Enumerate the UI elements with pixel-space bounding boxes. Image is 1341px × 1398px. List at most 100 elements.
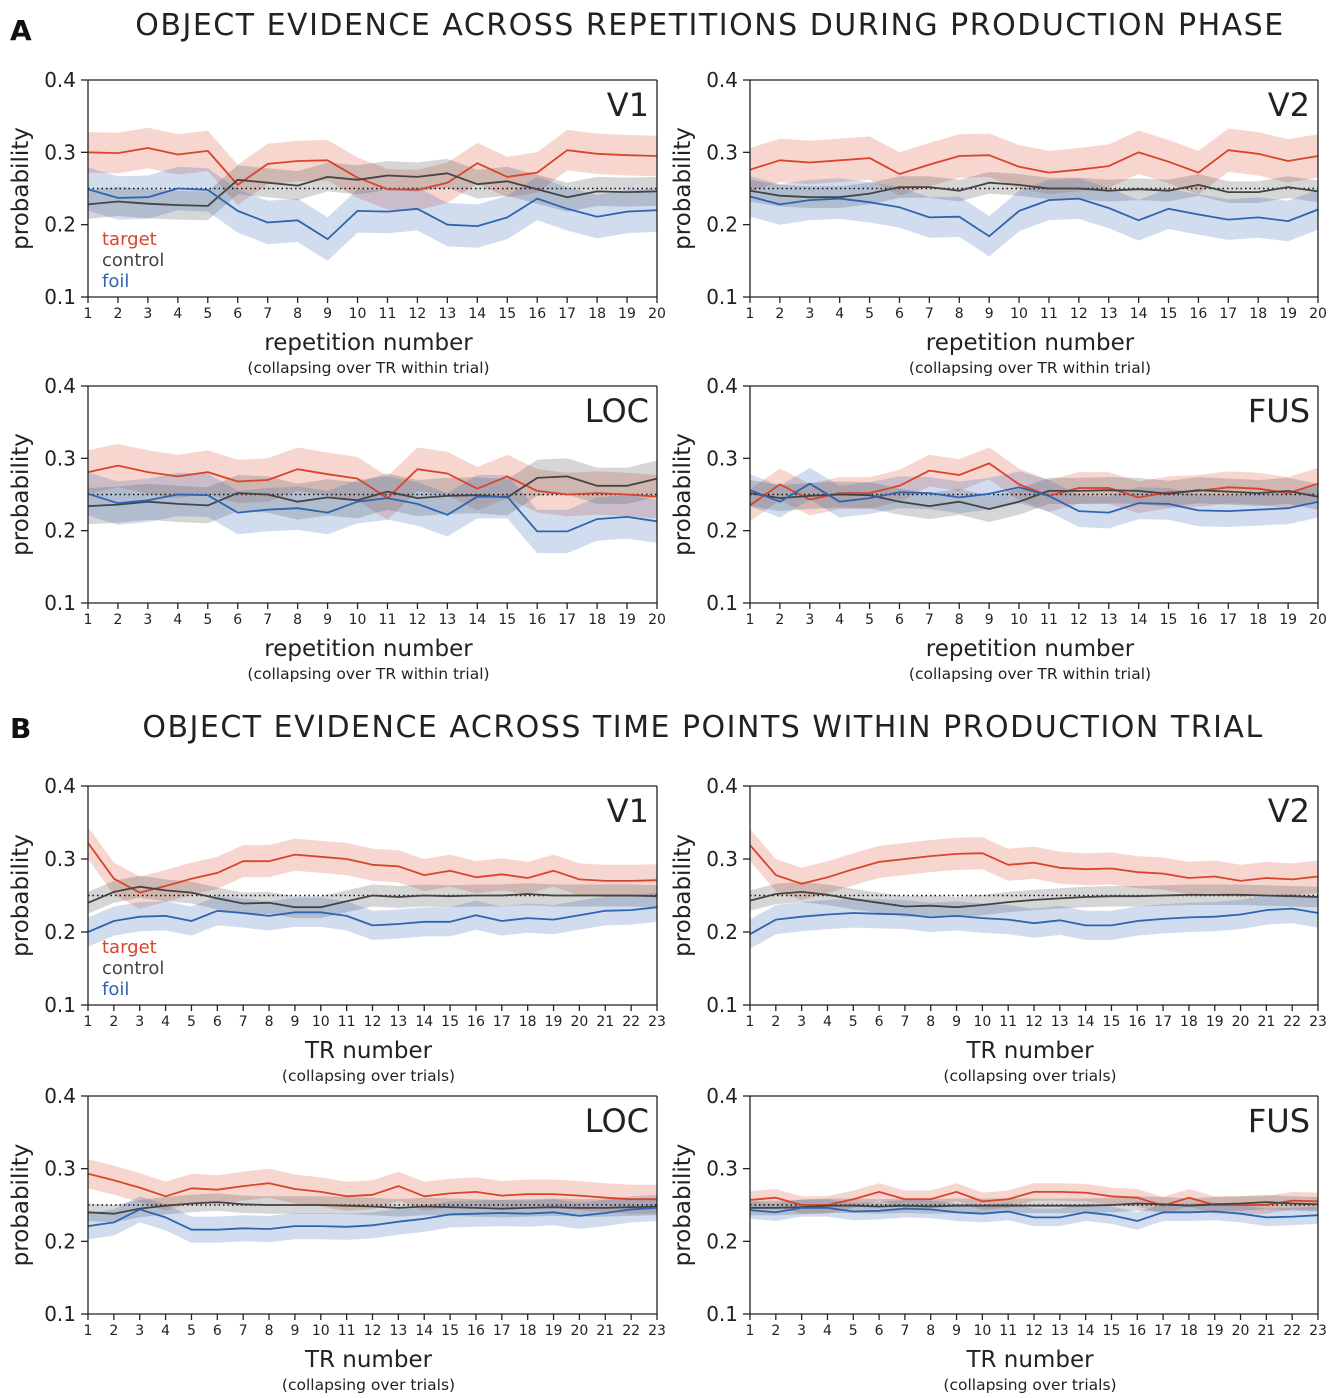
x-tick-label: 8	[926, 1323, 935, 1339]
x-tick-label: 10	[973, 1014, 991, 1030]
y-tick-label: 0.3	[44, 140, 76, 164]
y-axis-label: probability	[670, 834, 696, 957]
x-tick-label: 13	[1051, 1323, 1069, 1339]
y-axis-label: probability	[670, 1144, 696, 1267]
x-tick-label: 20	[1309, 612, 1327, 628]
target-line	[87, 1172, 657, 1201]
target-line	[87, 147, 658, 191]
x-tick-label: 12	[1070, 612, 1088, 628]
foil-line	[749, 195, 1319, 238]
foil-error-band	[88, 892, 657, 947]
x-tick-label: 3	[805, 306, 814, 322]
y-tick-label: 0.4	[706, 774, 738, 798]
x-tick-label: 7	[900, 1323, 909, 1339]
x-tick-label: 2	[109, 1014, 118, 1030]
y-tick-label: 0.4	[706, 68, 738, 92]
x-tick-label: 4	[823, 1323, 832, 1339]
x-tick-label: 6	[895, 612, 904, 628]
foil-line	[749, 1207, 1319, 1222]
chart-a-v1: 0.10.20.30.41 2 3 4 5 6 7 8 9 10 11 12 13 14 15 16 17 18 1…	[8, 68, 666, 377]
x-tick-label: 22	[1283, 1323, 1301, 1339]
y-tick-label: 0.2	[44, 1229, 76, 1253]
x-tick-label: 13	[1051, 1014, 1069, 1030]
y-tick-label: 0.1	[44, 1302, 76, 1326]
x-tick-label: 22	[622, 1323, 640, 1339]
x-tick-label: 20	[570, 1014, 588, 1030]
region-label: FUS	[1248, 1102, 1310, 1140]
target-error-band	[88, 1159, 657, 1214]
target-line	[87, 842, 658, 894]
region-label: LOC	[585, 1102, 649, 1140]
y-tick-label: 0.3	[706, 1157, 738, 1181]
y-tick-label: 0.4	[44, 68, 76, 92]
control-line	[749, 489, 1319, 510]
y-axis-label: probability	[8, 433, 34, 556]
x-tick-label: 4	[173, 306, 182, 322]
y-axis-label: probability	[8, 127, 34, 250]
y-axis-label: probability	[8, 1144, 34, 1267]
x-tick-label: 11	[999, 1014, 1017, 1030]
x-tick-label: 12	[1025, 1323, 1043, 1339]
section-letter-b: B	[10, 712, 31, 745]
x-tick-label: 17	[493, 1323, 511, 1339]
x-tick-label: 15	[498, 612, 516, 628]
target-error-band	[750, 128, 1318, 196]
y-tick-label: 0.4	[44, 374, 76, 398]
foil-line	[87, 187, 658, 241]
x-tick-label: 16	[1190, 612, 1208, 628]
x-tick-label: 14	[1077, 1014, 1095, 1030]
y-tick-label: 0.4	[44, 774, 76, 798]
x-tick-label: 14	[1130, 306, 1148, 322]
x-axis-label: TR number	[304, 1038, 433, 1064]
x-tick-label: 4	[835, 306, 844, 322]
foil-line	[749, 907, 1319, 935]
legend-target: target	[102, 229, 157, 250]
x-tick-label: 5	[187, 1014, 196, 1030]
x-tick-label: 19	[1279, 612, 1297, 628]
y-tick-label: 0.3	[44, 847, 76, 871]
x-tick-label: 13	[1100, 612, 1118, 628]
chart-panels: 0.10.20.30.41 2 3 4 5 6 7 8 9 10 11 12 13 14 15 16 17 18 1…	[8, 68, 1327, 1394]
foil-line	[87, 906, 658, 933]
x-axis-label: repetition number	[264, 330, 473, 356]
region-label: FUS	[1248, 392, 1310, 430]
target-error-band	[750, 829, 1318, 900]
foil-line	[87, 492, 658, 533]
x-tick-label: 12	[1025, 1014, 1043, 1030]
x-tick-label: 15	[498, 306, 516, 322]
x-tick-label: 5	[187, 1323, 196, 1339]
x-tick-label: 13	[438, 612, 456, 628]
x-tick-label: 9	[985, 306, 994, 322]
x-tick-label: 15	[1103, 1014, 1121, 1030]
x-tick-label: 14	[415, 1323, 433, 1339]
x-tick-label: 5	[865, 306, 874, 322]
x-axis-sublabel: (collapsing over trials)	[282, 1376, 455, 1394]
y-tick-label: 0.3	[706, 847, 738, 871]
x-tick-label: 23	[648, 1323, 666, 1339]
region-label: V1	[607, 792, 649, 830]
foil-error-band	[88, 166, 657, 261]
x-tick-label: 7	[239, 1014, 248, 1030]
x-tick-label: 18	[519, 1323, 537, 1339]
control-error-band	[750, 171, 1318, 208]
x-tick-label: 14	[1130, 612, 1148, 628]
y-tick-label: 0.3	[44, 1157, 76, 1181]
x-tick-label: 17	[493, 1014, 511, 1030]
y-tick-label: 0.2	[44, 213, 76, 237]
region-label: V1	[607, 86, 649, 124]
x-tick-label: 11	[379, 306, 397, 322]
legend-target: target	[102, 937, 157, 958]
x-tick-label: 8	[955, 306, 964, 322]
x-axis-label: repetition number	[926, 330, 1135, 356]
x-tick-label: 14	[415, 1014, 433, 1030]
chart-b-loc: 0.10.20.30.41 2 3 4 5 6 7 8 9 10 11 12 13 14 15 16 17 18 1…	[8, 1084, 666, 1394]
region-label: V2	[1268, 86, 1310, 124]
x-tick-label: 2	[771, 1014, 780, 1030]
x-tick-label: 21	[596, 1014, 614, 1030]
x-tick-label: 7	[925, 306, 934, 322]
y-tick-label: 0.4	[706, 1084, 738, 1108]
x-tick-label: 18	[1249, 306, 1267, 322]
x-tick-label: 1	[746, 306, 755, 322]
x-tick-label: 8	[265, 1323, 274, 1339]
x-tick-label: 17	[1219, 612, 1237, 628]
